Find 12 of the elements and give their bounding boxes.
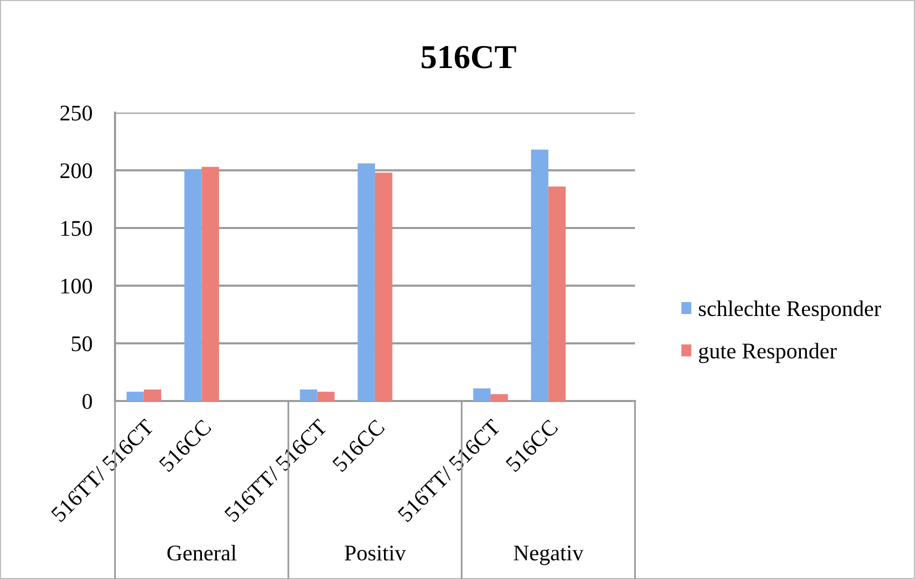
y-tick-label: 0: [82, 394, 92, 409]
text: General: [167, 544, 236, 561]
text: Positiv: [344, 546, 406, 561]
y-tick-label: 50: [72, 336, 92, 352]
y-tick-label: 250: [60, 106, 92, 121]
legend-label: schlechte Responder: [698, 300, 882, 321]
text: Negativ: [514, 546, 584, 566]
legend-label: gute Responder: [698, 342, 837, 364]
y-tick-label: 200: [60, 163, 92, 178]
y-tick-label: 100: [61, 278, 92, 294]
y-tick-label: 150: [61, 220, 92, 236]
chart-title: 516CT: [422, 46, 516, 68]
